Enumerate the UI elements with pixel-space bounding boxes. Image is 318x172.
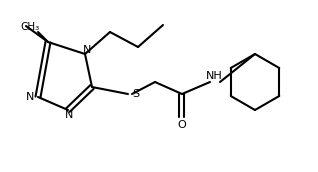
Text: O: O	[178, 120, 186, 130]
Text: NH: NH	[206, 71, 222, 81]
Text: N: N	[65, 110, 73, 120]
Text: S: S	[132, 89, 140, 99]
Text: CH₃: CH₃	[20, 22, 40, 32]
Text: N: N	[83, 45, 91, 55]
Text: N: N	[26, 92, 34, 102]
